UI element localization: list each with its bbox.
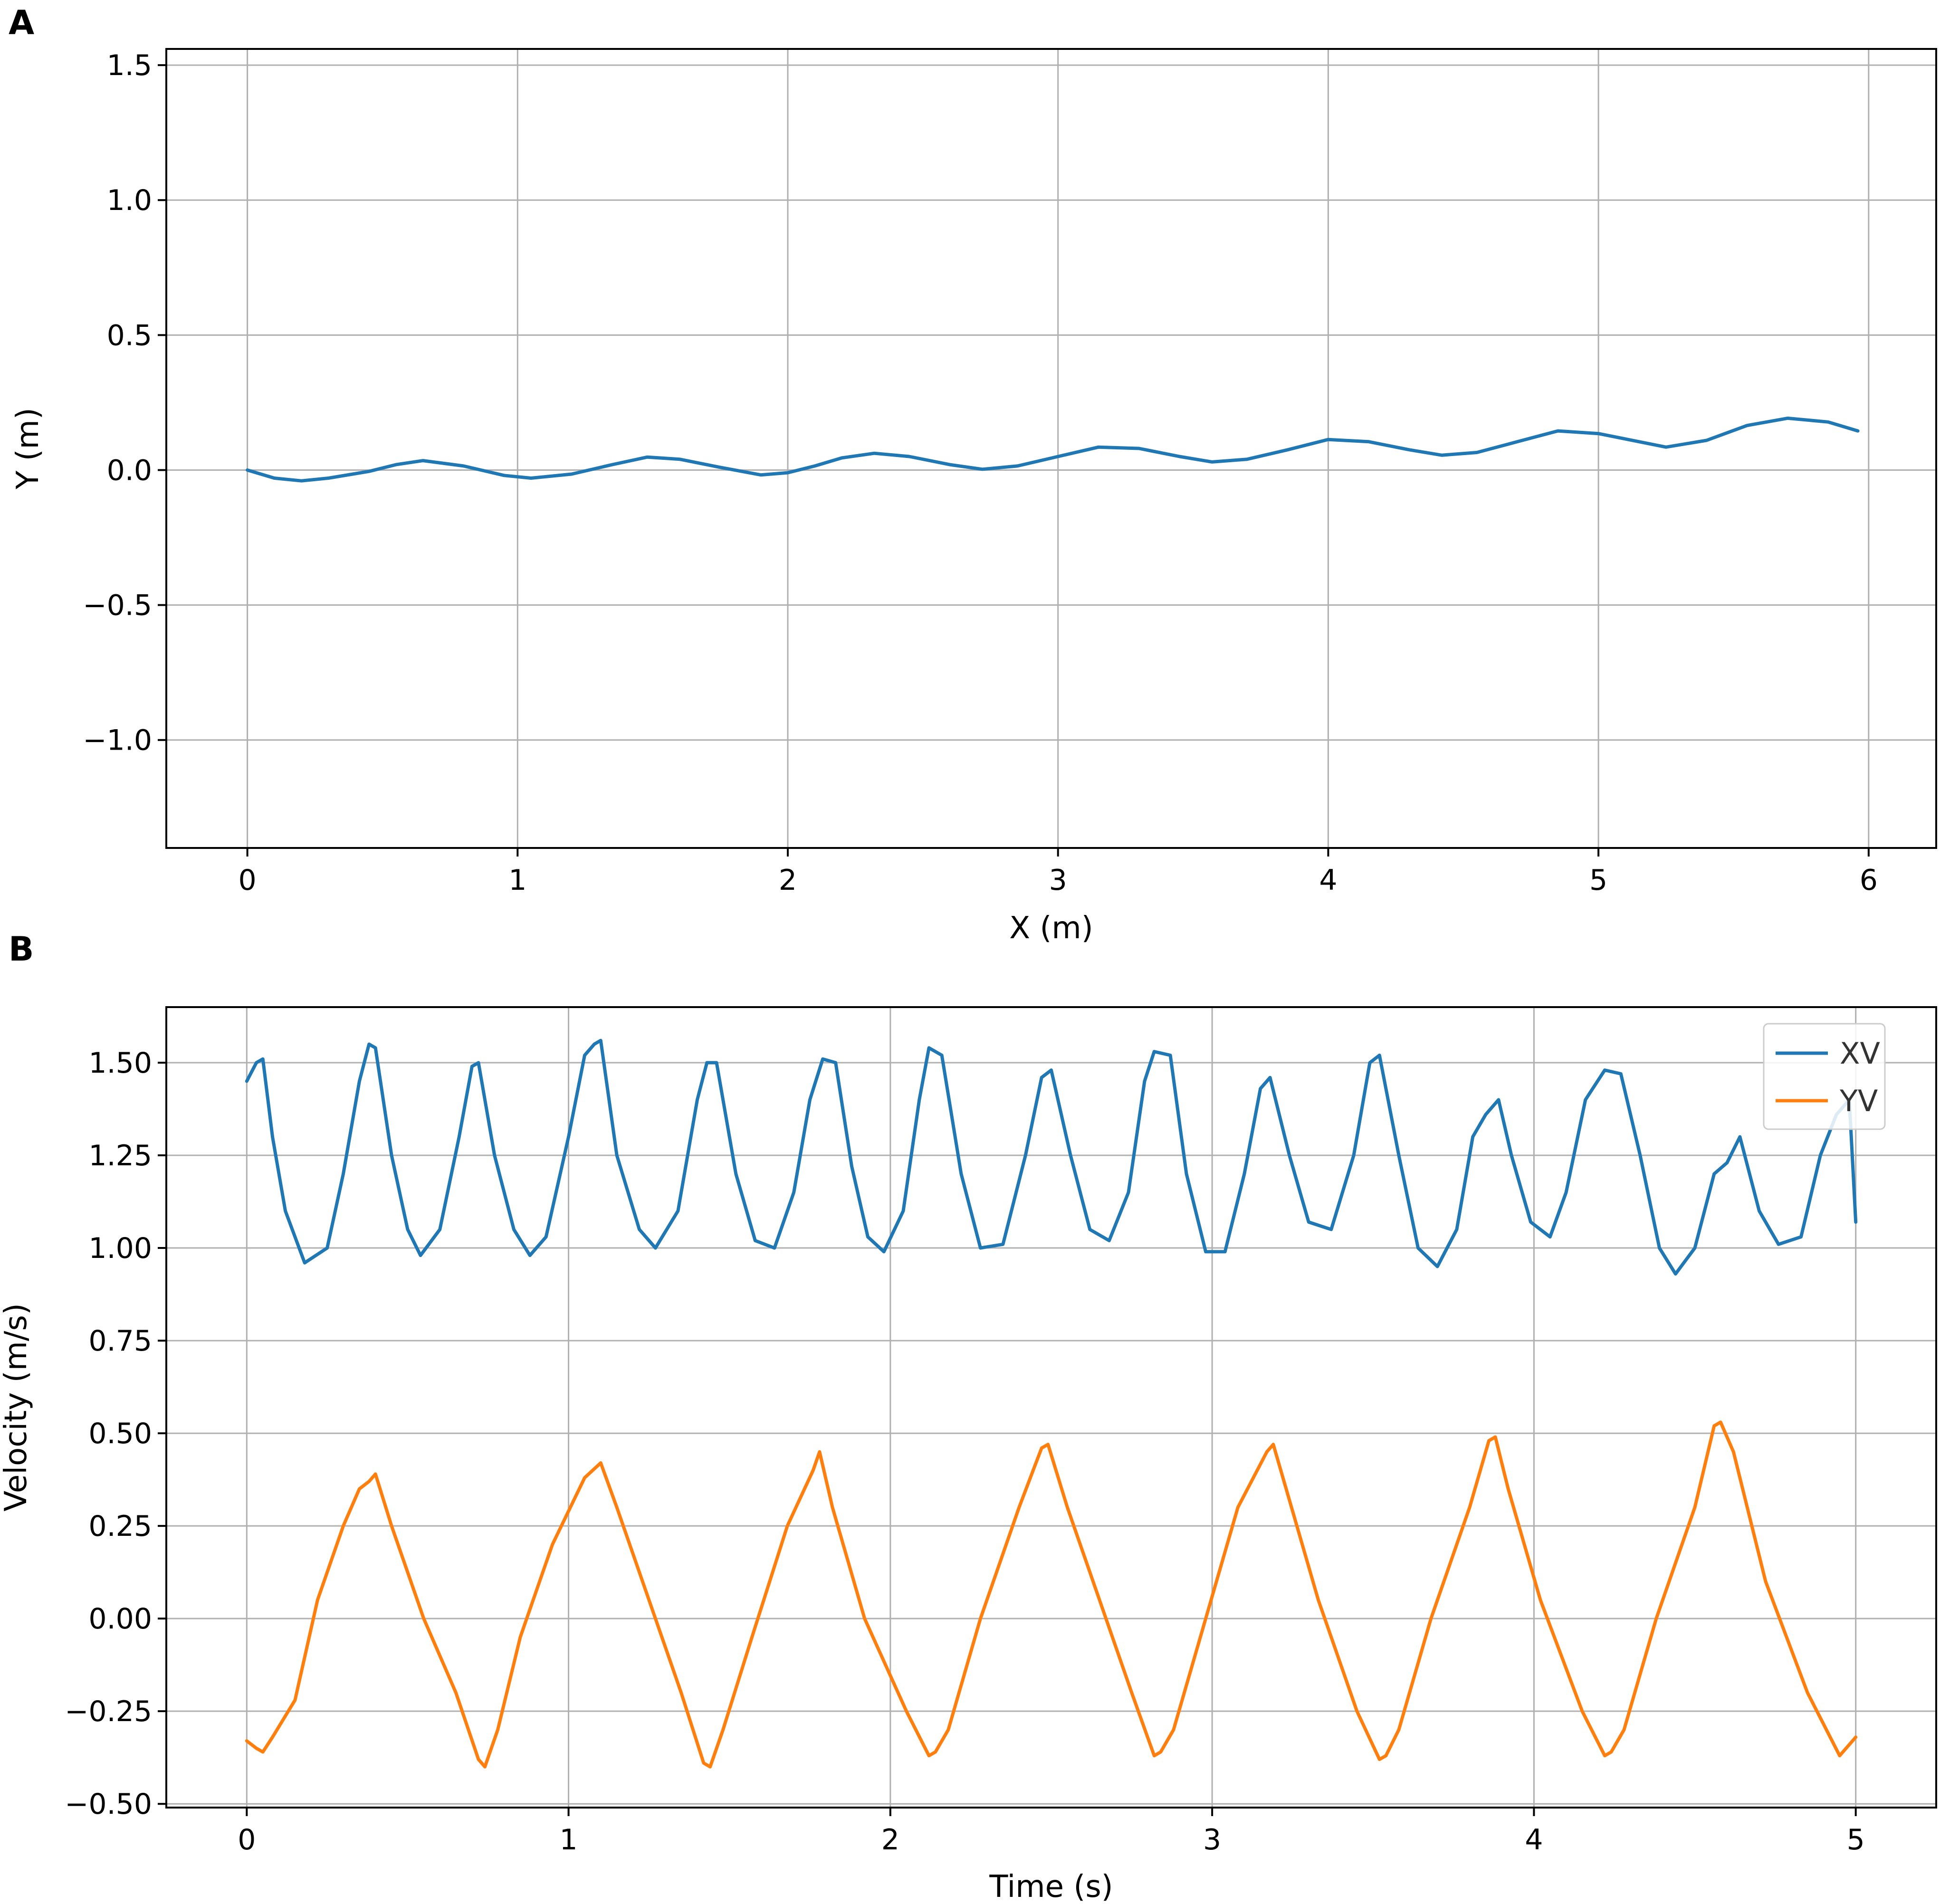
x-tick-label: 2 (881, 1823, 899, 1856)
series-line-yv (245, 1420, 1858, 1769)
x-tick-label: 0 (239, 864, 257, 897)
y-tick-label: 0.0 (107, 454, 152, 487)
legend-label-xv: XV (1840, 1036, 1880, 1071)
y-axis-label: Y (m) (10, 408, 46, 490)
y-tick-label: 0.50 (88, 1417, 152, 1450)
y-axis-label: Velocity (m/s) (0, 1303, 34, 1512)
y-tick-label: 1.25 (88, 1139, 152, 1172)
plot-frame (165, 1006, 1937, 1809)
y-tick-label: 1.00 (88, 1232, 152, 1265)
x-tick-label: 0 (238, 1823, 256, 1856)
panel-label-a: A (9, 3, 34, 42)
y-tick-label: −0.25 (65, 1695, 152, 1728)
panel-b-chart: 0 1 2 3 4 5 −0.50 −0.25 0.00 0.25 0.50 0.75 1.00 1.25… (0, 1006, 1937, 1904)
y-tick-label: −0.50 (65, 1788, 152, 1821)
x-tick-label: 4 (1319, 864, 1337, 897)
x-tick-label: 2 (779, 864, 797, 897)
x-tick-label: 3 (1049, 864, 1067, 897)
x-tick-label: 1 (508, 864, 526, 897)
y-tick-label: 1.5 (107, 49, 152, 82)
y-tick-label: 0.00 (88, 1602, 152, 1636)
plot-frame (165, 48, 1937, 849)
x-axis-label: X (m) (1009, 911, 1093, 946)
y-tick-label: 1.50 (88, 1047, 152, 1080)
legend-label-yv: YV (1839, 1084, 1878, 1118)
series-line-xv (245, 1038, 1858, 1276)
panel-a-chart: 0 1 2 3 4 5 6 −1.0 −0.5 0.0 0.5 1.0 1.5 X (m) Y (m) (10, 48, 1937, 946)
x-tick-label: 4 (1525, 1823, 1543, 1856)
x-tick-label: 1 (559, 1823, 577, 1856)
y-tick-label: 0.5 (107, 319, 152, 352)
y-tick-label: 0.25 (88, 1510, 152, 1543)
y-tick-label: 0.75 (88, 1324, 152, 1358)
panel-label-b: B (9, 930, 34, 969)
y-tick-label: −0.5 (83, 589, 152, 622)
x-tick-label: 5 (1847, 1823, 1865, 1856)
x-axis-label: Time (s) (989, 1869, 1113, 1904)
x-tick-label: 5 (1589, 864, 1607, 897)
legend-box (1763, 1023, 1886, 1130)
x-tick-label: 6 (1860, 864, 1878, 897)
series-line-0 (246, 416, 1860, 483)
x-tick-label: 3 (1203, 1823, 1221, 1856)
y-tick-label: −1.0 (83, 724, 152, 757)
y-tick-label: 1.0 (107, 184, 152, 217)
